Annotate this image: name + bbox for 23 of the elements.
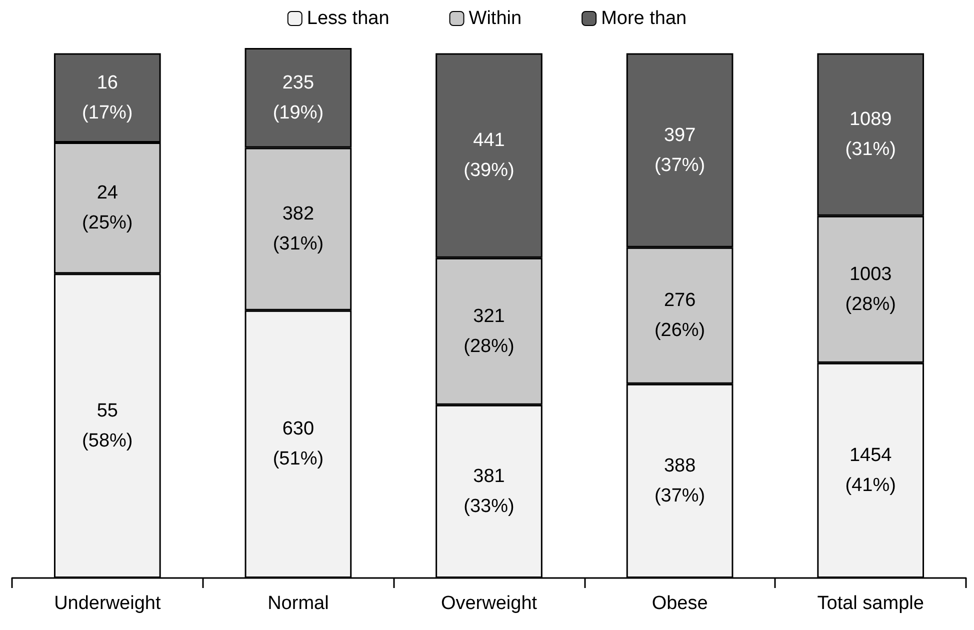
data-label: 235 (19%) bbox=[272, 72, 324, 124]
data-label: 321 (28%) bbox=[464, 306, 514, 357]
x-tick-label: Total sample bbox=[817, 593, 924, 614]
data-label: 24 (25%) bbox=[82, 182, 133, 234]
data-label: 630 (51%) bbox=[272, 418, 324, 470]
x-tick-label: Overweight bbox=[440, 593, 538, 614]
data-label: 397 (37%) bbox=[654, 124, 706, 176]
data-label: 1003 (28%) bbox=[845, 264, 896, 315]
data-label: 388 (37%) bbox=[654, 455, 706, 506]
x-tick-label: Underweight bbox=[54, 593, 162, 614]
legend-label: More than bbox=[601, 8, 687, 29]
x-tick-label: Obese bbox=[652, 593, 708, 614]
legend-label: Less than bbox=[306, 8, 390, 29]
legend-label: Within bbox=[468, 8, 522, 29]
data-label: 1089 (31%) bbox=[845, 109, 896, 160]
data-label: 381 (33%) bbox=[464, 466, 514, 517]
data-label: 441 (39%) bbox=[464, 130, 514, 182]
data-label: 382 (31%) bbox=[272, 204, 324, 255]
data-label: 16 (17%) bbox=[82, 72, 133, 124]
data-label: 55 (58%) bbox=[82, 400, 133, 452]
data-label: 1454 (41%) bbox=[845, 444, 896, 496]
x-tick-label: Normal bbox=[268, 593, 329, 614]
data-label: 276 (26%) bbox=[654, 290, 706, 342]
